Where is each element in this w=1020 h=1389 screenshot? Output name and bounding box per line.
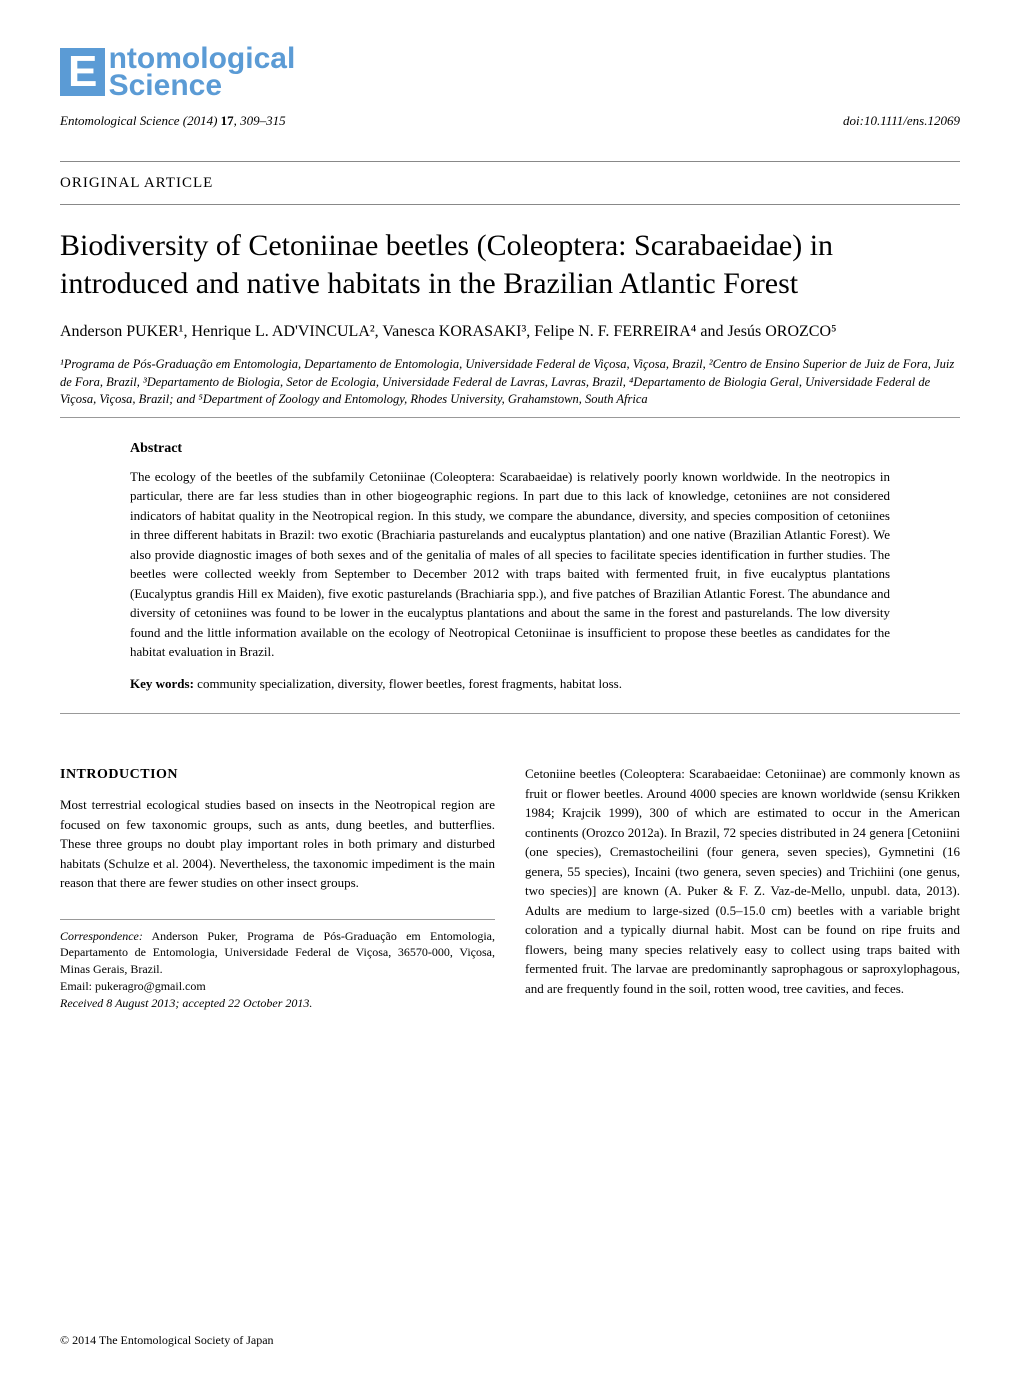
logo-e-icon: E bbox=[60, 48, 105, 96]
separator bbox=[60, 417, 960, 418]
article-type: ORIGINAL ARTICLE bbox=[60, 161, 960, 206]
logo-text: ntomological Science bbox=[109, 45, 296, 99]
journal-citation: Entomological Science (2014) 17, 309–315 bbox=[60, 111, 286, 131]
doi: doi:10.1111/ens.12069 bbox=[843, 111, 960, 131]
right-column: Cetoniine beetles (Coleoptera: Scarabaei… bbox=[525, 764, 960, 1011]
journal-logo: E ntomological Science bbox=[60, 45, 960, 99]
intro-para2: Cetoniine beetles (Coleoptera: Scarabaei… bbox=[525, 764, 960, 998]
abstract-text: The ecology of the beetles of the subfam… bbox=[130, 467, 890, 662]
affiliations: ¹Programa de Pós-Graduação em Entomologi… bbox=[60, 356, 960, 409]
body-columns: INTRODUCTION Most terrestrial ecological… bbox=[60, 764, 960, 1011]
keywords: Key words: community specialization, div… bbox=[130, 674, 890, 694]
abstract-heading: Abstract bbox=[130, 438, 890, 459]
copyright-footer: © 2014 The Entomological Society of Japa… bbox=[60, 1331, 274, 1349]
intro-heading: INTRODUCTION bbox=[60, 764, 495, 785]
abstract-block: Abstract The ecology of the beetles of t… bbox=[130, 438, 890, 694]
correspondence-block: Correspondence: Anderson Puker, Programa… bbox=[60, 919, 495, 1012]
article-title: Biodiversity of Cetoniinae beetles (Cole… bbox=[60, 227, 960, 302]
authors: Anderson PUKER¹, Henrique L. AD'VINCULA²… bbox=[60, 320, 960, 344]
journal-info-line: Entomological Science (2014) 17, 309–315… bbox=[60, 111, 960, 131]
intro-para1: Most terrestrial ecological studies base… bbox=[60, 795, 495, 893]
separator bbox=[60, 713, 960, 714]
left-column: INTRODUCTION Most terrestrial ecological… bbox=[60, 764, 495, 1011]
